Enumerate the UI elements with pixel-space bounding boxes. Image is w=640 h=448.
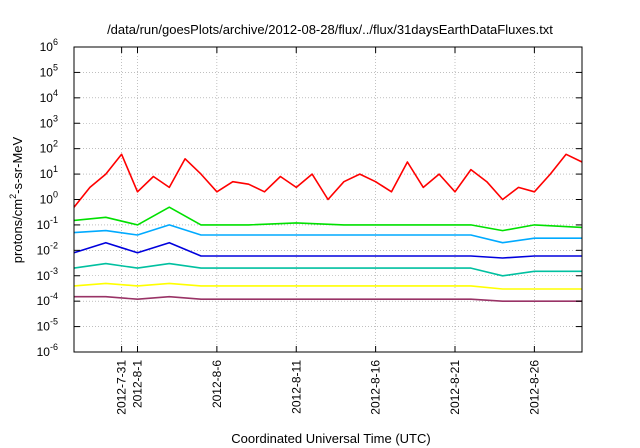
y-axis: 10-6 10-5 10-4 10-3 10-2 10-1 100 101 102 103 104 1… — [37, 37, 582, 359]
y-tick-label: 10-4 — [37, 291, 58, 308]
y-tick-label: 100 — [40, 190, 58, 207]
x-tick-label: 2012-8-21 — [448, 360, 462, 415]
x-axis-label: Coordinated Universal Time (UTC) — [231, 431, 430, 446]
x-tick-label: 2012-7-31 — [115, 360, 129, 415]
series-layer — [73, 153, 583, 303]
y-tick-label: 101 — [40, 164, 58, 181]
y-tick-label: 106 — [40, 37, 58, 54]
x-axis: 2012-7-31 2012-8-1 2012-8-6 2012-8-11 2012-8… — [115, 47, 541, 415]
y-tick-label: 10-6 — [37, 342, 58, 359]
x-tick-label: 2012-8-26 — [527, 360, 541, 415]
series-line-3 — [73, 224, 582, 244]
y-tick-label: 105 — [40, 62, 58, 79]
y-tick-label: 103 — [40, 113, 58, 130]
series-line-6 — [73, 282, 582, 290]
y-tick-label: 10-1 — [37, 215, 58, 232]
y-axis-label: protons/cm2-s-sr-MeV — [8, 136, 25, 263]
series-line-5 — [73, 262, 582, 277]
chart-title: /data/run/goesPlots/archive/2012-08-28/f… — [107, 22, 553, 37]
x-tick-label: 2012-8-11 — [289, 360, 303, 414]
x-tick-label: 2012-8-16 — [369, 360, 383, 415]
x-tick-label: 2012-8-1 — [131, 360, 145, 408]
series-line-4 — [73, 241, 582, 259]
series-line-7 — [74, 295, 582, 303]
y-tick-label: 102 — [40, 139, 58, 156]
x-tick-label: 2012-8-6 — [210, 360, 224, 408]
series-line-1 — [73, 153, 583, 208]
y-tick-label: 10-2 — [37, 240, 58, 257]
y-tick-label: 104 — [40, 88, 58, 105]
series-line-2 — [73, 206, 583, 232]
y-tick-label: 10-5 — [37, 317, 58, 334]
y-tick-label: 10-3 — [37, 266, 58, 283]
